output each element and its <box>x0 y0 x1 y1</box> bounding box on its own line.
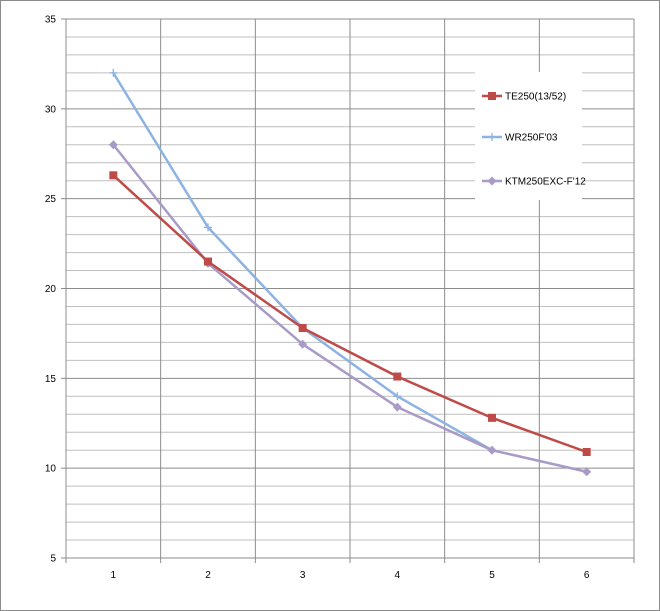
legend-swatch-marker <box>488 92 496 100</box>
data-point <box>582 467 592 477</box>
series-TE250(13/52) <box>109 171 591 456</box>
legend-item: WR250F'03 <box>482 133 558 144</box>
gridlines <box>66 18 635 558</box>
legend-item: KTM250EXC-F'12 <box>482 176 586 188</box>
x-tick-label: 5 <box>489 570 495 581</box>
data-point <box>392 402 402 412</box>
y-tick-label: 25 <box>45 194 57 205</box>
y-tick-label: 35 <box>45 15 57 26</box>
x-tick-label: 2 <box>205 570 211 581</box>
y-tick-label: 10 <box>45 464 57 475</box>
y-tick-label: 5 <box>50 554 56 565</box>
data-point <box>109 171 118 180</box>
x-tick-label: 3 <box>300 570 306 581</box>
series-line <box>112 174 588 454</box>
y-tick-label: 30 <box>45 104 57 115</box>
legend-label: WR250F'03 <box>505 133 558 144</box>
legend-label: TE250(13/52) <box>505 92 566 103</box>
series-line <box>112 143 587 473</box>
data-point <box>204 223 212 232</box>
x-tick-label: 1 <box>111 570 117 581</box>
x-tick-label: 6 <box>584 570 590 581</box>
y-tick-label: 15 <box>45 374 57 385</box>
x-axis-tick-labels: 1 2 3 4 5 6 <box>111 570 590 581</box>
legend-label: KTM250EXC-F'12 <box>505 177 586 188</box>
data-point <box>488 413 496 422</box>
legend-swatch-marker <box>487 176 497 186</box>
data-point <box>109 68 118 77</box>
y-tick-label: 20 <box>45 284 57 295</box>
data-point <box>393 372 402 381</box>
y-axis-tick-labels: 5 10 15 20 25 30 35 <box>45 15 57 565</box>
x-tick-label: 4 <box>395 570 401 581</box>
data-point <box>204 257 212 266</box>
legend-item: TE250(13/52) <box>482 92 566 103</box>
axes <box>61 18 635 563</box>
data-point <box>298 324 307 333</box>
data-point <box>108 140 118 150</box>
data-point <box>393 392 402 401</box>
data-point <box>487 445 497 455</box>
legend: TE250(13/52) WR250F'03 KTM250EXC-F'12 <box>475 72 586 200</box>
legend-swatch-marker <box>488 133 496 141</box>
series-lines <box>108 68 592 477</box>
data-point <box>582 447 591 456</box>
data-point <box>298 339 308 349</box>
